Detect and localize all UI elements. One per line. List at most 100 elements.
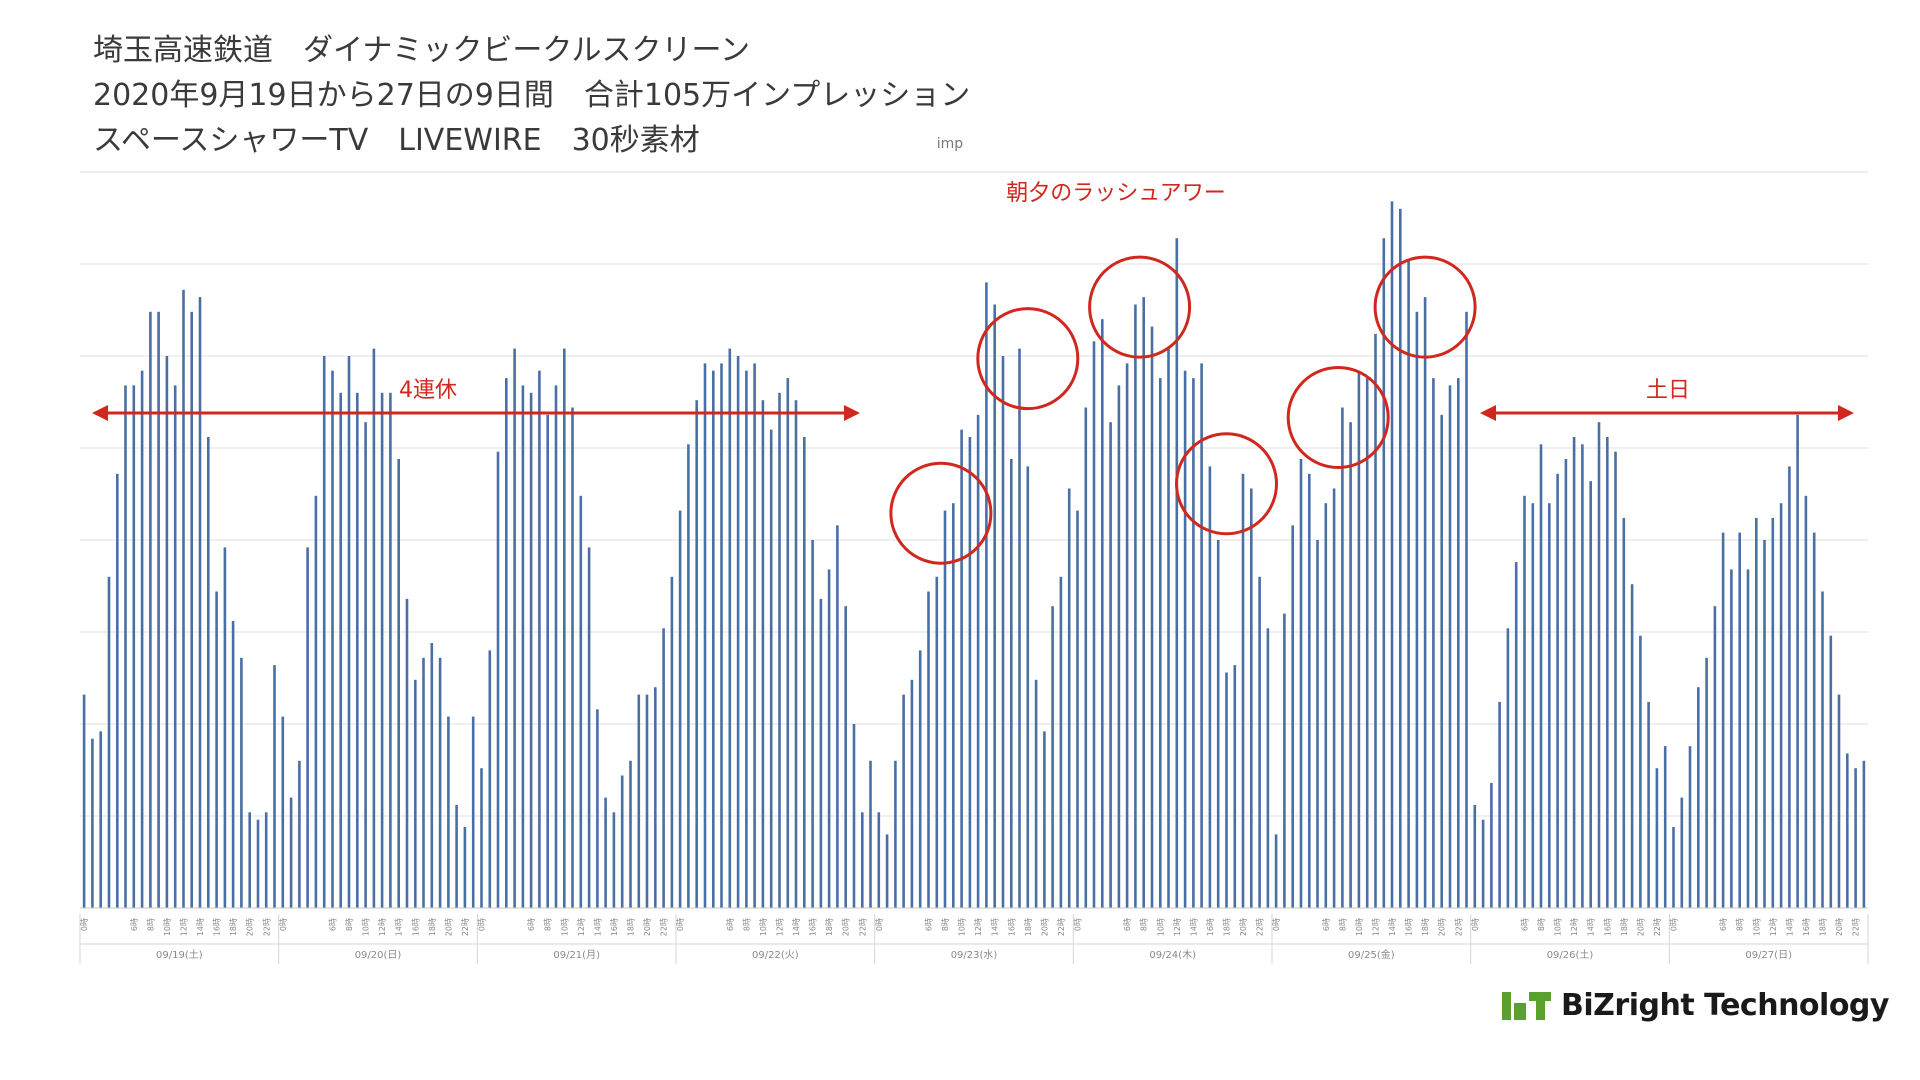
bar <box>1001 356 1005 908</box>
hour-tick-label: 22時 <box>1256 918 1265 936</box>
bar <box>405 598 409 908</box>
bar <box>662 628 665 908</box>
unit-label: imp <box>937 136 964 152</box>
hour-tick-label: 12時 <box>180 918 189 936</box>
bar <box>1382 238 1386 908</box>
bar <box>1672 827 1675 908</box>
bar <box>1324 503 1328 908</box>
bar <box>736 356 740 908</box>
hour-tick-label: 10時 <box>759 918 768 936</box>
hour-tick-label: 18時 <box>1421 918 1430 936</box>
bar <box>819 598 823 908</box>
hour-tick-label: 6時 <box>726 918 735 931</box>
bar <box>1713 606 1717 908</box>
bar <box>1721 532 1725 908</box>
bar <box>140 370 144 908</box>
bar <box>645 694 649 908</box>
bar <box>1415 311 1419 908</box>
bar <box>1208 466 1212 908</box>
bar <box>761 400 765 908</box>
bar <box>107 576 111 908</box>
day-label: 09/19(土) <box>156 948 203 961</box>
bar <box>1216 540 1220 908</box>
bar <box>604 797 607 908</box>
bar <box>1663 746 1667 908</box>
bar <box>720 363 723 908</box>
bar <box>248 812 251 908</box>
bar <box>1854 768 1857 908</box>
rush-hour-circle <box>1373 255 1477 359</box>
hour-tick-label: 20時 <box>246 918 255 936</box>
bar <box>1796 414 1799 908</box>
bar <box>1134 304 1137 908</box>
bar <box>380 392 384 908</box>
hour-tick-label: 0時 <box>875 918 884 931</box>
rush-hour-circle <box>1175 432 1278 536</box>
bar <box>505 378 508 909</box>
bar <box>91 738 94 908</box>
hour-tick-label: 18時 <box>428 918 437 936</box>
bar <box>1266 628 1270 908</box>
hour-tick-label: 18時 <box>1620 918 1629 936</box>
hour-tick-label: 8時 <box>146 918 155 931</box>
bar <box>786 378 790 909</box>
bar <box>869 760 872 908</box>
hour-tick-label: 16時 <box>1603 918 1612 936</box>
bar <box>794 400 798 908</box>
bar <box>587 547 591 908</box>
hour-tick-label: 0時 <box>676 918 685 931</box>
hour-tick-label: 6時 <box>1123 918 1132 931</box>
bar <box>331 370 334 908</box>
title-line-1: 埼玉高速鉄道 ダイナミックビークルスクリーン <box>93 33 750 68</box>
x-axis: 0時 6時 8時 10時 12時 14時 16時 18時 20時 22時 09/19(土) 0時 6時 8… <box>79 907 1869 964</box>
bar <box>1589 481 1592 908</box>
bar <box>298 760 301 908</box>
bar <box>836 525 839 908</box>
bar <box>1639 635 1642 908</box>
hour-tick-label: 22時 <box>1852 918 1861 936</box>
bar <box>124 385 127 908</box>
bar <box>256 819 260 908</box>
bar <box>1655 768 1659 908</box>
hour-tick-label: 8時 <box>941 918 950 931</box>
bar <box>1349 422 1352 908</box>
bar <box>538 370 541 908</box>
bar <box>546 414 549 908</box>
bar <box>521 385 525 908</box>
bar <box>1697 687 1700 908</box>
bar <box>877 812 881 908</box>
hour-tick-label: 18時 <box>229 918 238 936</box>
bar <box>1837 694 1841 908</box>
bar <box>207 437 210 908</box>
bar <box>389 392 392 908</box>
hour-tick-label: 16時 <box>213 918 222 936</box>
bar <box>596 709 599 908</box>
bar <box>1846 753 1849 908</box>
hour-tick-label: 20時 <box>1040 918 1049 936</box>
bar <box>240 657 243 908</box>
bar <box>322 356 326 908</box>
bar <box>1142 297 1145 909</box>
bar <box>1490 782 1493 908</box>
hour-tick-label: 12時 <box>1173 918 1182 936</box>
bar <box>264 812 268 908</box>
logo-text: BiZright Technology <box>1561 988 1889 1023</box>
bar <box>563 348 566 909</box>
bar <box>620 775 624 908</box>
bar <box>165 356 169 908</box>
bar <box>1291 525 1294 908</box>
bar <box>1804 495 1808 908</box>
bar <box>1092 341 1096 908</box>
bar <box>99 731 102 908</box>
bar <box>1448 385 1452 908</box>
bar <box>769 429 773 908</box>
bar <box>1407 260 1410 908</box>
bar <box>1241 473 1245 908</box>
bar <box>289 797 293 908</box>
hour-tick-label: 6時 <box>1322 918 1331 931</box>
bar <box>1043 731 1046 908</box>
bar <box>1614 451 1617 908</box>
bar <box>1622 517 1626 908</box>
bar <box>976 414 980 908</box>
